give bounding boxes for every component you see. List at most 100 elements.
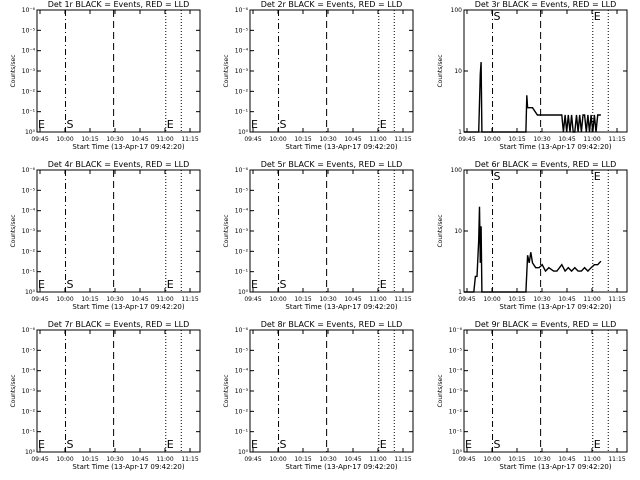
- x-tick-label: 11:15: [608, 136, 625, 143]
- end-marker-left: E: [38, 438, 45, 451]
- x-tick-label: 10:30: [533, 296, 550, 303]
- y-tick-label: 10⁻⁵: [235, 27, 249, 34]
- x-tick-label: 10:00: [483, 456, 500, 463]
- start-marker: S: [67, 438, 74, 451]
- start-marker: S: [494, 438, 501, 451]
- panel-4: Det 4r BLACK = Events, RED = LLD 10⁰ 10⁻¹ 1…: [10, 160, 201, 311]
- x-tick-label: 09:45: [244, 296, 261, 303]
- panel-title: Det 8r BLACK = Events, RED = LLD: [261, 320, 403, 329]
- panel-title: Det 6r BLACK = Events, RED = LLD: [475, 160, 617, 169]
- y-axis-label: Counts/sec: [437, 54, 444, 87]
- plot-frame: [249, 9, 414, 133]
- plot-frame: [463, 169, 628, 293]
- panel-title: Det 3r BLACK = Events, RED = LLD: [475, 0, 617, 9]
- x-tick-label: 11:15: [181, 296, 198, 303]
- y-tick-label: 10⁻⁴: [22, 368, 36, 375]
- x-tick-label: 10:15: [508, 456, 525, 463]
- x-tick-label: 10:45: [558, 136, 575, 143]
- y-tick-label: 10⁻³: [22, 68, 36, 75]
- x-tick-label: 09:45: [31, 136, 48, 143]
- x-tick-label: 10:15: [81, 456, 98, 463]
- end-marker-left: E: [465, 438, 472, 451]
- x-tick-label: 10:00: [56, 456, 73, 463]
- end-marker-left: E: [251, 278, 258, 291]
- y-axis-label: Counts/sec: [437, 374, 444, 407]
- x-tick-label: 10:00: [269, 136, 286, 143]
- x-tick-label: 09:45: [31, 296, 48, 303]
- panel-title: Det 1r BLACK = Events, RED = LLD: [48, 0, 190, 9]
- start-marker: S: [67, 278, 74, 291]
- y-tick-label: 10⁻⁵: [22, 187, 36, 194]
- y-tick-label: 10⁻¹: [235, 109, 249, 116]
- y-tick-label: 10⁰: [238, 129, 249, 136]
- y-tick-label: 10⁻⁶: [449, 327, 463, 334]
- y-tick-label: 10⁻²: [235, 88, 249, 95]
- y-tick-label: 10⁻³: [235, 228, 249, 235]
- x-tick-label: 11:00: [369, 456, 386, 463]
- x-axis-label: Start Time (13-Apr-17 09:42:20): [285, 143, 397, 151]
- y-tick-label: 10: [454, 228, 462, 235]
- y-tick-label: 10⁻²: [22, 88, 36, 95]
- y-tick-label: 10⁻¹: [22, 109, 36, 116]
- x-tick-label: 10:30: [319, 136, 336, 143]
- plot-frame: [249, 169, 414, 293]
- x-tick-label: 09:45: [31, 456, 48, 463]
- x-axis-label: Start Time (13-Apr-17 09:42:20): [285, 463, 397, 471]
- x-tick-label: 10:30: [106, 136, 123, 143]
- end-marker: E: [380, 438, 387, 451]
- y-tick-label: 10⁻⁶: [22, 7, 36, 14]
- x-tick-label: 09:45: [244, 456, 261, 463]
- x-tick-label: 11:00: [156, 296, 173, 303]
- y-axis-label: Counts/sec: [223, 214, 230, 247]
- x-tick-label: 10:00: [269, 456, 286, 463]
- y-tick-label: 10⁻⁴: [235, 368, 249, 375]
- panel-title: Det 5r BLACK = Events, RED = LLD: [261, 160, 403, 169]
- panel-7: Det 7r BLACK = Events, RED = LLD 10⁰ 10⁻¹ 1…: [10, 320, 201, 471]
- end-marker-left: E: [38, 118, 45, 131]
- x-tick-label: 10:30: [533, 136, 550, 143]
- x-axis-label: Start Time (13-Apr-17 09:42:20): [499, 463, 611, 471]
- y-axis-label: Counts/sec: [10, 214, 17, 247]
- x-axis-label: Start Time (13-Apr-17 09:42:20): [72, 463, 184, 471]
- y-tick-label: 10⁻³: [22, 388, 36, 395]
- x-tick-label: 10:15: [508, 136, 525, 143]
- panel-8: Det 8r BLACK = Events, RED = LLD 10⁰ 10⁻¹ 1…: [223, 320, 414, 471]
- y-tick-label: 10: [454, 68, 462, 75]
- y-tick-label: 10⁻²: [449, 408, 463, 415]
- x-axis-label: Start Time (13-Apr-17 09:42:20): [499, 303, 611, 311]
- start-marker: S: [494, 10, 501, 23]
- end-marker-left: E: [251, 438, 258, 451]
- y-tick-label: 10⁻⁵: [449, 347, 463, 354]
- y-tick-label: 10⁻⁵: [235, 347, 249, 354]
- plot-frame: [36, 169, 201, 293]
- panel-title: Det 7r BLACK = Events, RED = LLD: [48, 320, 190, 329]
- y-tick-label: 100: [451, 167, 463, 174]
- plot-frame: [463, 9, 628, 133]
- end-marker: E: [167, 118, 174, 131]
- panel-6: Det 6r BLACK = Events, RED = LLD 1 10 100 09…: [437, 160, 628, 311]
- x-tick-label: 09:45: [244, 136, 261, 143]
- x-tick-label: 10:15: [294, 296, 311, 303]
- y-tick-label: 10⁻¹: [22, 429, 36, 436]
- y-tick-label: 10⁻⁴: [235, 208, 249, 215]
- end-marker: E: [380, 278, 387, 291]
- x-tick-label: 11:00: [369, 136, 386, 143]
- end-marker: E: [594, 438, 601, 451]
- x-tick-label: 11:15: [608, 456, 625, 463]
- plot-frame: [463, 329, 628, 453]
- y-tick-label: 10⁻⁵: [235, 187, 249, 194]
- x-tick-label: 10:30: [319, 456, 336, 463]
- y-tick-label: 10⁻⁴: [449, 368, 463, 375]
- x-tick-label: 10:15: [294, 456, 311, 463]
- x-tick-label: 11:00: [583, 296, 600, 303]
- y-tick-label: 10⁻⁵: [22, 347, 36, 354]
- x-tick-label: 11:00: [369, 296, 386, 303]
- panel-9: Det 9r BLACK = Events, RED = LLD 10⁰ 10⁻¹ 1…: [437, 320, 628, 471]
- x-tick-label: 10:00: [483, 296, 500, 303]
- x-tick-label: 10:15: [294, 136, 311, 143]
- panel-5: Det 5r BLACK = Events, RED = LLD 10⁰ 10⁻¹ 1…: [223, 160, 414, 311]
- start-marker: S: [494, 170, 501, 183]
- y-tick-label: 10⁻⁶: [22, 167, 36, 174]
- y-tick-label: 10⁻⁶: [235, 327, 249, 334]
- x-tick-label: 11:15: [394, 136, 411, 143]
